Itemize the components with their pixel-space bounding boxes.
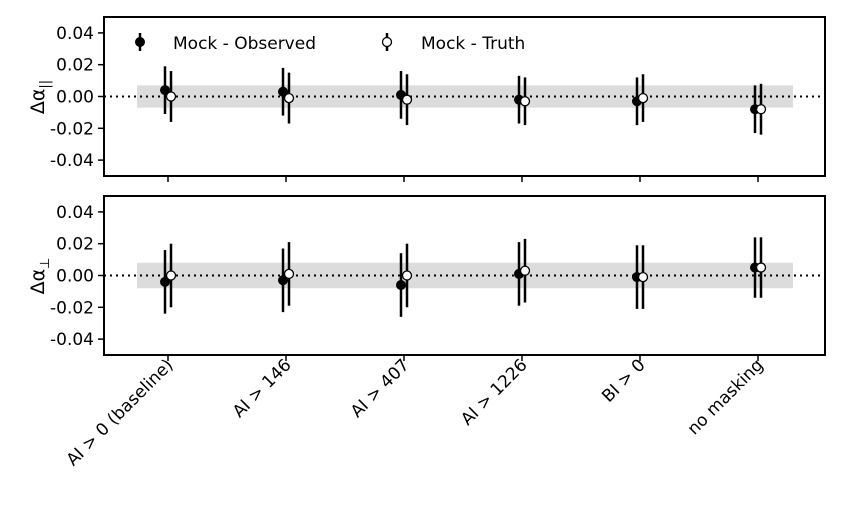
panel-parallel: Δα|| bbox=[27, 80, 53, 114]
panel-perpendicular-plot: -0.04 -0.02 0.00 0.02 0.04 bbox=[50, 195, 826, 361]
observed-point bbox=[278, 275, 288, 286]
truth-point bbox=[401, 94, 413, 105]
truth-point bbox=[755, 262, 767, 273]
observed-point bbox=[396, 280, 406, 291]
ytick-label-parallel: 0.02 bbox=[56, 56, 94, 76]
truth-point bbox=[755, 104, 767, 115]
truth-point bbox=[165, 270, 177, 281]
x-category-label: AI > 1226 bbox=[457, 355, 531, 429]
truth-point bbox=[519, 265, 531, 276]
ylabel-parallel: Δα|| bbox=[27, 80, 53, 114]
legend: Mock - Observed Mock - Truth bbox=[135, 33, 525, 54]
x-category-label: no masking bbox=[684, 355, 768, 439]
observed-point bbox=[160, 85, 170, 96]
truth-point bbox=[283, 268, 295, 280]
ylabel-parallel-subscript: || bbox=[38, 80, 53, 89]
ytick-label-perpendicular: -0.02 bbox=[50, 298, 94, 318]
truth-point bbox=[401, 270, 413, 281]
truth-point bbox=[519, 96, 531, 107]
panel-perpendicular: Δα⊥ bbox=[27, 258, 53, 295]
legend-item-truth: Mock - Truth bbox=[381, 33, 525, 54]
panel-parallel-plot: -0.04 -0.02 0.00 0.02 0.04 bbox=[50, 16, 826, 182]
ylabel-parallel-symbol: Δα bbox=[27, 89, 49, 115]
x-category-labels: AI > 0 (baseline) AI > 146 AI > 407 AI > 12… bbox=[63, 355, 768, 470]
ytick-label-parallel: -0.04 bbox=[50, 151, 94, 171]
legend-truth-marker bbox=[381, 36, 393, 48]
observed-point bbox=[278, 86, 288, 97]
ylabel-perpendicular-symbol: Δα bbox=[27, 269, 49, 295]
ytick-label-parallel: 0.04 bbox=[56, 24, 94, 44]
x-category-label: BI > 0 bbox=[598, 355, 649, 406]
truth-point bbox=[637, 271, 649, 283]
x-category-label: AI > 407 bbox=[347, 355, 414, 422]
ytick-label-parallel: -0.02 bbox=[50, 119, 94, 139]
ylabel-perpendicular-subscript: ⊥ bbox=[38, 258, 53, 269]
legend-observed-label: Mock - Observed bbox=[173, 34, 316, 54]
ytick-label-perpendicular: -0.04 bbox=[50, 330, 94, 350]
ylabel-perpendicular: Δα⊥ bbox=[27, 258, 53, 295]
x-category-label: AI > 0 (baseline) bbox=[63, 355, 178, 470]
truth-point bbox=[283, 92, 295, 104]
ytick-label-perpendicular: 0.02 bbox=[56, 235, 94, 255]
ytick-label-perpendicular: 0.00 bbox=[56, 267, 94, 287]
legend-truth-label: Mock - Truth bbox=[421, 34, 525, 54]
truth-point bbox=[165, 91, 177, 102]
ytick-label-perpendicular: 0.04 bbox=[56, 203, 94, 223]
x-category-label: AI > 146 bbox=[229, 355, 296, 422]
ytick-label-parallel: 0.00 bbox=[56, 88, 94, 108]
legend-observed-marker bbox=[135, 37, 145, 47]
truth-point bbox=[637, 92, 649, 104]
observed-point bbox=[160, 276, 170, 287]
legend-item-observed: Mock - Observed bbox=[135, 33, 316, 54]
